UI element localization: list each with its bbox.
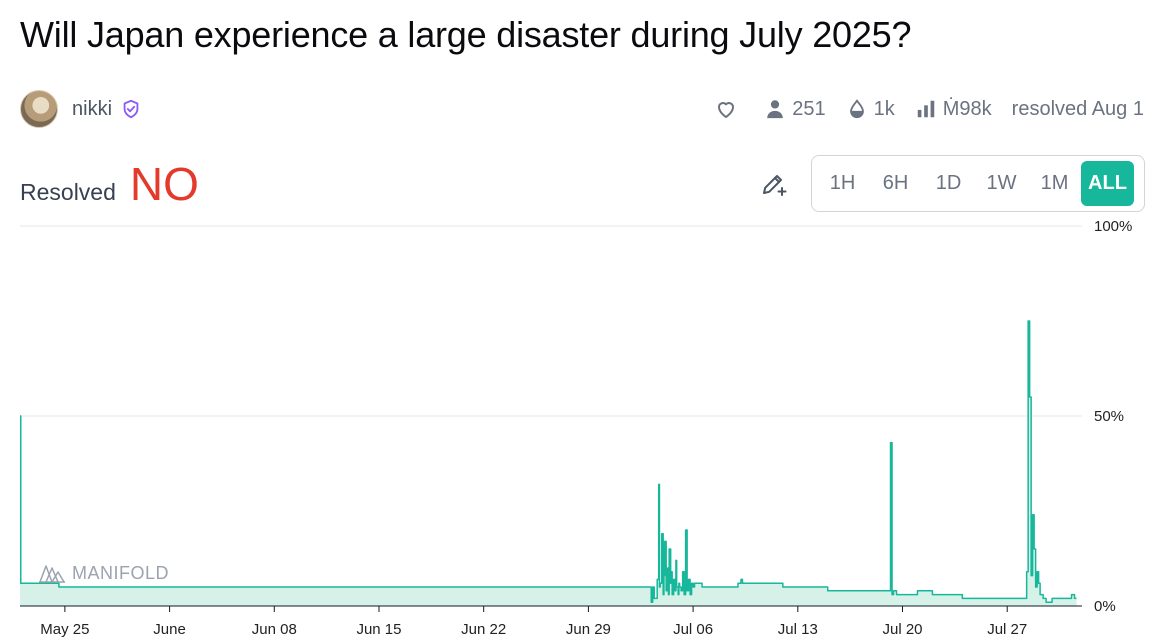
- resolved-date: resolved Aug 1: [1011, 97, 1144, 120]
- x-tick-label: Jun 22: [461, 621, 506, 638]
- traders-stat[interactable]: 251: [764, 97, 826, 121]
- resolution-value: NO: [129, 158, 199, 210]
- avatar[interactable]: [20, 90, 58, 128]
- range-1m[interactable]: 1M: [1040, 172, 1069, 194]
- author-name[interactable]: nikki: [72, 97, 113, 120]
- series-area: [20, 321, 1077, 606]
- heart-icon[interactable]: [714, 97, 738, 121]
- x-tick-label: June: [153, 621, 186, 638]
- resolution-label: Resolved: [20, 179, 116, 205]
- pencil-plus-icon[interactable]: [760, 170, 788, 198]
- x-tick-label: Jul 06: [673, 621, 713, 638]
- x-tick-label: Jun 29: [566, 621, 611, 638]
- range-all[interactable]: ALL: [1081, 161, 1134, 206]
- x-tick-label: Jun 15: [356, 621, 401, 638]
- market-title: Will Japan experience a large disaster d…: [20, 14, 912, 55]
- like-button[interactable]: [714, 97, 744, 121]
- x-tick-label: Jul 27: [987, 621, 1027, 638]
- manifold-logo-icon: [39, 565, 65, 583]
- liquidity-stat[interactable]: 1k: [846, 98, 895, 121]
- volume-stat[interactable]: Ṁ98k: [915, 98, 992, 121]
- x-tick-label: Jul 20: [882, 621, 922, 638]
- author[interactable]: nikki: [20, 90, 142, 128]
- range-1w[interactable]: 1W: [986, 172, 1017, 194]
- market-stats: 251 1k Ṁ98k resolved Aug 1: [714, 94, 1144, 124]
- range-1h[interactable]: 1H: [829, 172, 856, 194]
- x-tick-label: Jun 08: [252, 621, 297, 638]
- probability-chart[interactable]: 100% 50% 0% May 25 June Jun 08 Jun 15 Jun 22 Jun…: [0, 215, 1164, 644]
- x-tick-label: Jul 13: [778, 621, 818, 638]
- bar-chart-icon: [917, 100, 935, 118]
- volume-amount: Ṁ98k: [942, 97, 992, 120]
- manifold-watermark: MANIFOLD: [38, 562, 169, 584]
- resolution: Resolved NO: [20, 160, 199, 208]
- person-icon: [767, 100, 784, 119]
- x-tick-label: May 25: [40, 621, 89, 638]
- range-1d[interactable]: 1D: [935, 172, 962, 194]
- traders-count: 251: [792, 97, 826, 120]
- time-range-selector: 1H 6H 1D 1W 1M ALL: [811, 155, 1145, 212]
- range-6h[interactable]: 6H: [882, 172, 909, 194]
- shield-check-icon: [123, 99, 139, 119]
- droplet-icon: [849, 99, 864, 119]
- y-tick-label: 100%: [1094, 218, 1132, 235]
- y-tick-label: 50%: [1094, 408, 1124, 425]
- watermark-text: MANIFOLD: [72, 562, 170, 583]
- series-line: [19, 320, 1077, 603]
- liquidity-amount: 1k: [873, 97, 895, 120]
- y-tick-label: 0%: [1094, 598, 1116, 615]
